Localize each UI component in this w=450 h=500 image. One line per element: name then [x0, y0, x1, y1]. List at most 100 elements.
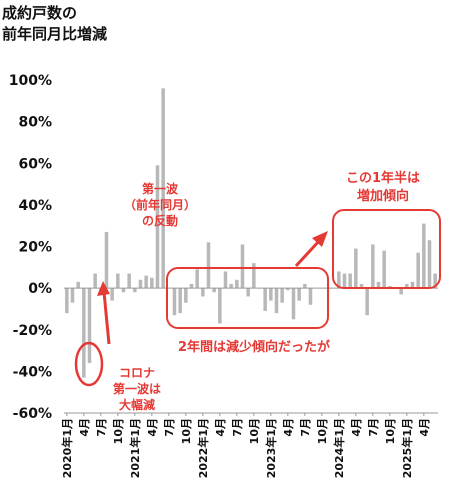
x-tick-label: 7月 — [95, 418, 108, 437]
bar — [184, 288, 188, 303]
bar — [138, 279, 143, 289]
x-tick-label: 7月 — [367, 418, 380, 437]
bar — [427, 240, 432, 289]
covid-arrow — [102, 291, 111, 345]
y-axis-tick-labels: 100% 80% 60% 40% 20% 0% -20% -40% -60% — [9, 73, 52, 422]
x-tick-label: 2024年1月 — [332, 418, 346, 478]
bar — [212, 288, 216, 293]
bar — [246, 288, 250, 297]
x-tick-label: 10月 — [112, 418, 125, 444]
bar — [297, 288, 301, 301]
bar — [291, 288, 296, 320]
bar — [229, 283, 233, 289]
increase-highlight-box — [332, 209, 441, 289]
x-tick-label: 4月 — [282, 418, 295, 437]
y-tick-label: 60% — [18, 156, 52, 172]
bar — [104, 231, 109, 289]
bar — [240, 244, 245, 289]
bar — [376, 281, 381, 289]
bar — [337, 271, 341, 289]
x-tick-label: 2025年1月 — [400, 418, 414, 478]
covid-line-1: コロナ — [119, 366, 155, 380]
bar — [274, 288, 279, 314]
annotation-increase: この1年半は 増加傾向 — [294, 170, 441, 289]
bar — [65, 288, 69, 314]
bar — [269, 288, 273, 301]
bar — [303, 283, 307, 289]
x-tick-label: 2023年1月 — [264, 418, 278, 478]
bar — [150, 277, 154, 289]
bar — [189, 283, 194, 289]
bar — [252, 263, 256, 289]
rebound-line-2: （前年同月） — [124, 197, 196, 212]
x-tick-label: 2020年1月 — [60, 418, 74, 478]
bar — [201, 288, 205, 297]
increase-arrowhead — [312, 231, 328, 247]
covid-arrowhead — [97, 281, 110, 296]
annotation-decline: 2年間は減少傾向だったが — [166, 267, 330, 355]
x-tick-label: 4月 — [418, 418, 431, 437]
y-tick-label: 20% — [18, 240, 52, 256]
bar — [82, 288, 86, 378]
bar — [359, 283, 364, 289]
bar — [161, 88, 165, 289]
bar — [348, 273, 352, 289]
bar — [280, 288, 284, 303]
bar — [416, 252, 420, 289]
bar — [263, 288, 267, 312]
bar — [223, 271, 228, 289]
y-tick-label: -60% — [13, 406, 52, 422]
bar — [195, 269, 199, 289]
x-tick-label: 4月 — [214, 418, 227, 437]
x-tick-label: 7月 — [299, 418, 312, 437]
bar — [206, 242, 211, 289]
bar — [382, 250, 386, 289]
x-tick-label: 7月 — [231, 418, 244, 437]
bar — [399, 288, 403, 295]
bar — [172, 288, 177, 316]
bar — [127, 273, 131, 289]
y-tick-label: -40% — [13, 364, 52, 380]
bar — [110, 288, 114, 301]
covid-highlight-ellipse — [74, 341, 104, 387]
bar — [354, 248, 358, 289]
annotation-rebound: 第一波 （前年同月） の反動 — [124, 181, 196, 228]
title-line-2: 前年同月比増減 — [2, 25, 107, 43]
rebound-line-1: 第一波 — [142, 181, 179, 196]
x-tick-label: 10月 — [384, 418, 397, 444]
x-tick-label: 4月 — [146, 418, 159, 437]
annotation-covid: コロナ 第一波は 大幅減 — [74, 281, 161, 412]
chart-title: 成約戸数の 前年同月比増減 — [2, 4, 107, 43]
bar — [235, 279, 239, 289]
bar — [121, 288, 126, 293]
increase-arrow — [294, 239, 321, 268]
x-tick-label: 10月 — [316, 418, 329, 444]
bar — [155, 165, 160, 289]
bar — [218, 288, 222, 324]
y-tick-label: 80% — [18, 115, 52, 131]
bar — [422, 223, 426, 289]
bar — [308, 288, 313, 305]
bar — [70, 288, 75, 303]
y-tick-label: 40% — [18, 198, 52, 214]
x-tick-label: 2021年1月 — [128, 418, 142, 478]
bar — [116, 273, 120, 289]
bar — [342, 273, 347, 289]
x-tick-label: 4月 — [78, 418, 91, 437]
bar — [93, 273, 97, 289]
bars — [65, 88, 437, 378]
x-tick-label: 10月 — [180, 418, 193, 444]
x-tick-label: 10月 — [248, 418, 261, 444]
y-tick-label: 100% — [9, 73, 52, 89]
x-axis-tick-labels: 2020年1月 4月 7月 10月 2021年1月 4月 7月 10月 2022年1月 4月 7月 1… — [60, 413, 431, 478]
decline-highlight-box — [166, 267, 329, 329]
bar — [87, 288, 92, 364]
y-tick-label: 0% — [28, 281, 52, 297]
decline-text: 2年間は減少傾向だったが — [178, 339, 330, 355]
y-tick-label: -20% — [13, 323, 52, 339]
bar — [410, 281, 415, 289]
covid-line-3: 大幅減 — [119, 397, 155, 412]
x-tick-label: 4月 — [350, 418, 363, 437]
bar — [405, 283, 409, 289]
